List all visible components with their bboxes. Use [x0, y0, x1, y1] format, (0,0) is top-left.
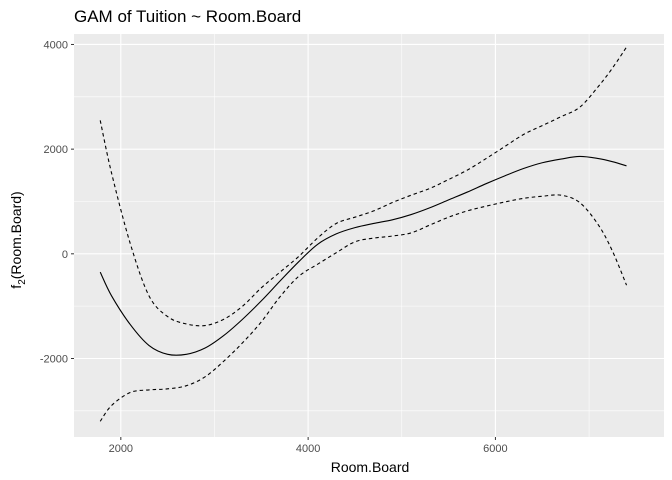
series-line-lower — [99, 194, 628, 422]
y-axis-label-main: f — [8, 285, 24, 289]
y-axis-label: f2(Room.Board) — [8, 191, 28, 288]
y-axis-label-sub: 2 — [17, 279, 28, 285]
series-layer — [99, 46, 628, 422]
y-tick-label: 4000 — [44, 39, 68, 51]
y-tick-label: 2000 — [44, 144, 68, 156]
minor-gridlines — [74, 34, 664, 437]
y-axis-label-rest: (Room.Board) — [8, 191, 24, 279]
x-axis-ticks: 2000 4000 6000 — [109, 437, 508, 455]
y-tick-label: -2000 — [40, 353, 68, 365]
x-tick-label: 6000 — [483, 443, 507, 455]
x-tick-label: 2000 — [109, 443, 133, 455]
plot-panel — [74, 34, 664, 437]
major-gridlines — [74, 34, 664, 437]
chart-title: GAM of Tuition ~ Room.Board — [74, 7, 301, 26]
y-tick-label: 0 — [62, 249, 68, 261]
y-axis-ticks: -2000 0 2000 4000 — [40, 39, 74, 365]
series-line-fit — [99, 155, 627, 356]
x-axis-label: Room.Board — [331, 459, 410, 475]
x-tick-label: 4000 — [296, 443, 320, 455]
